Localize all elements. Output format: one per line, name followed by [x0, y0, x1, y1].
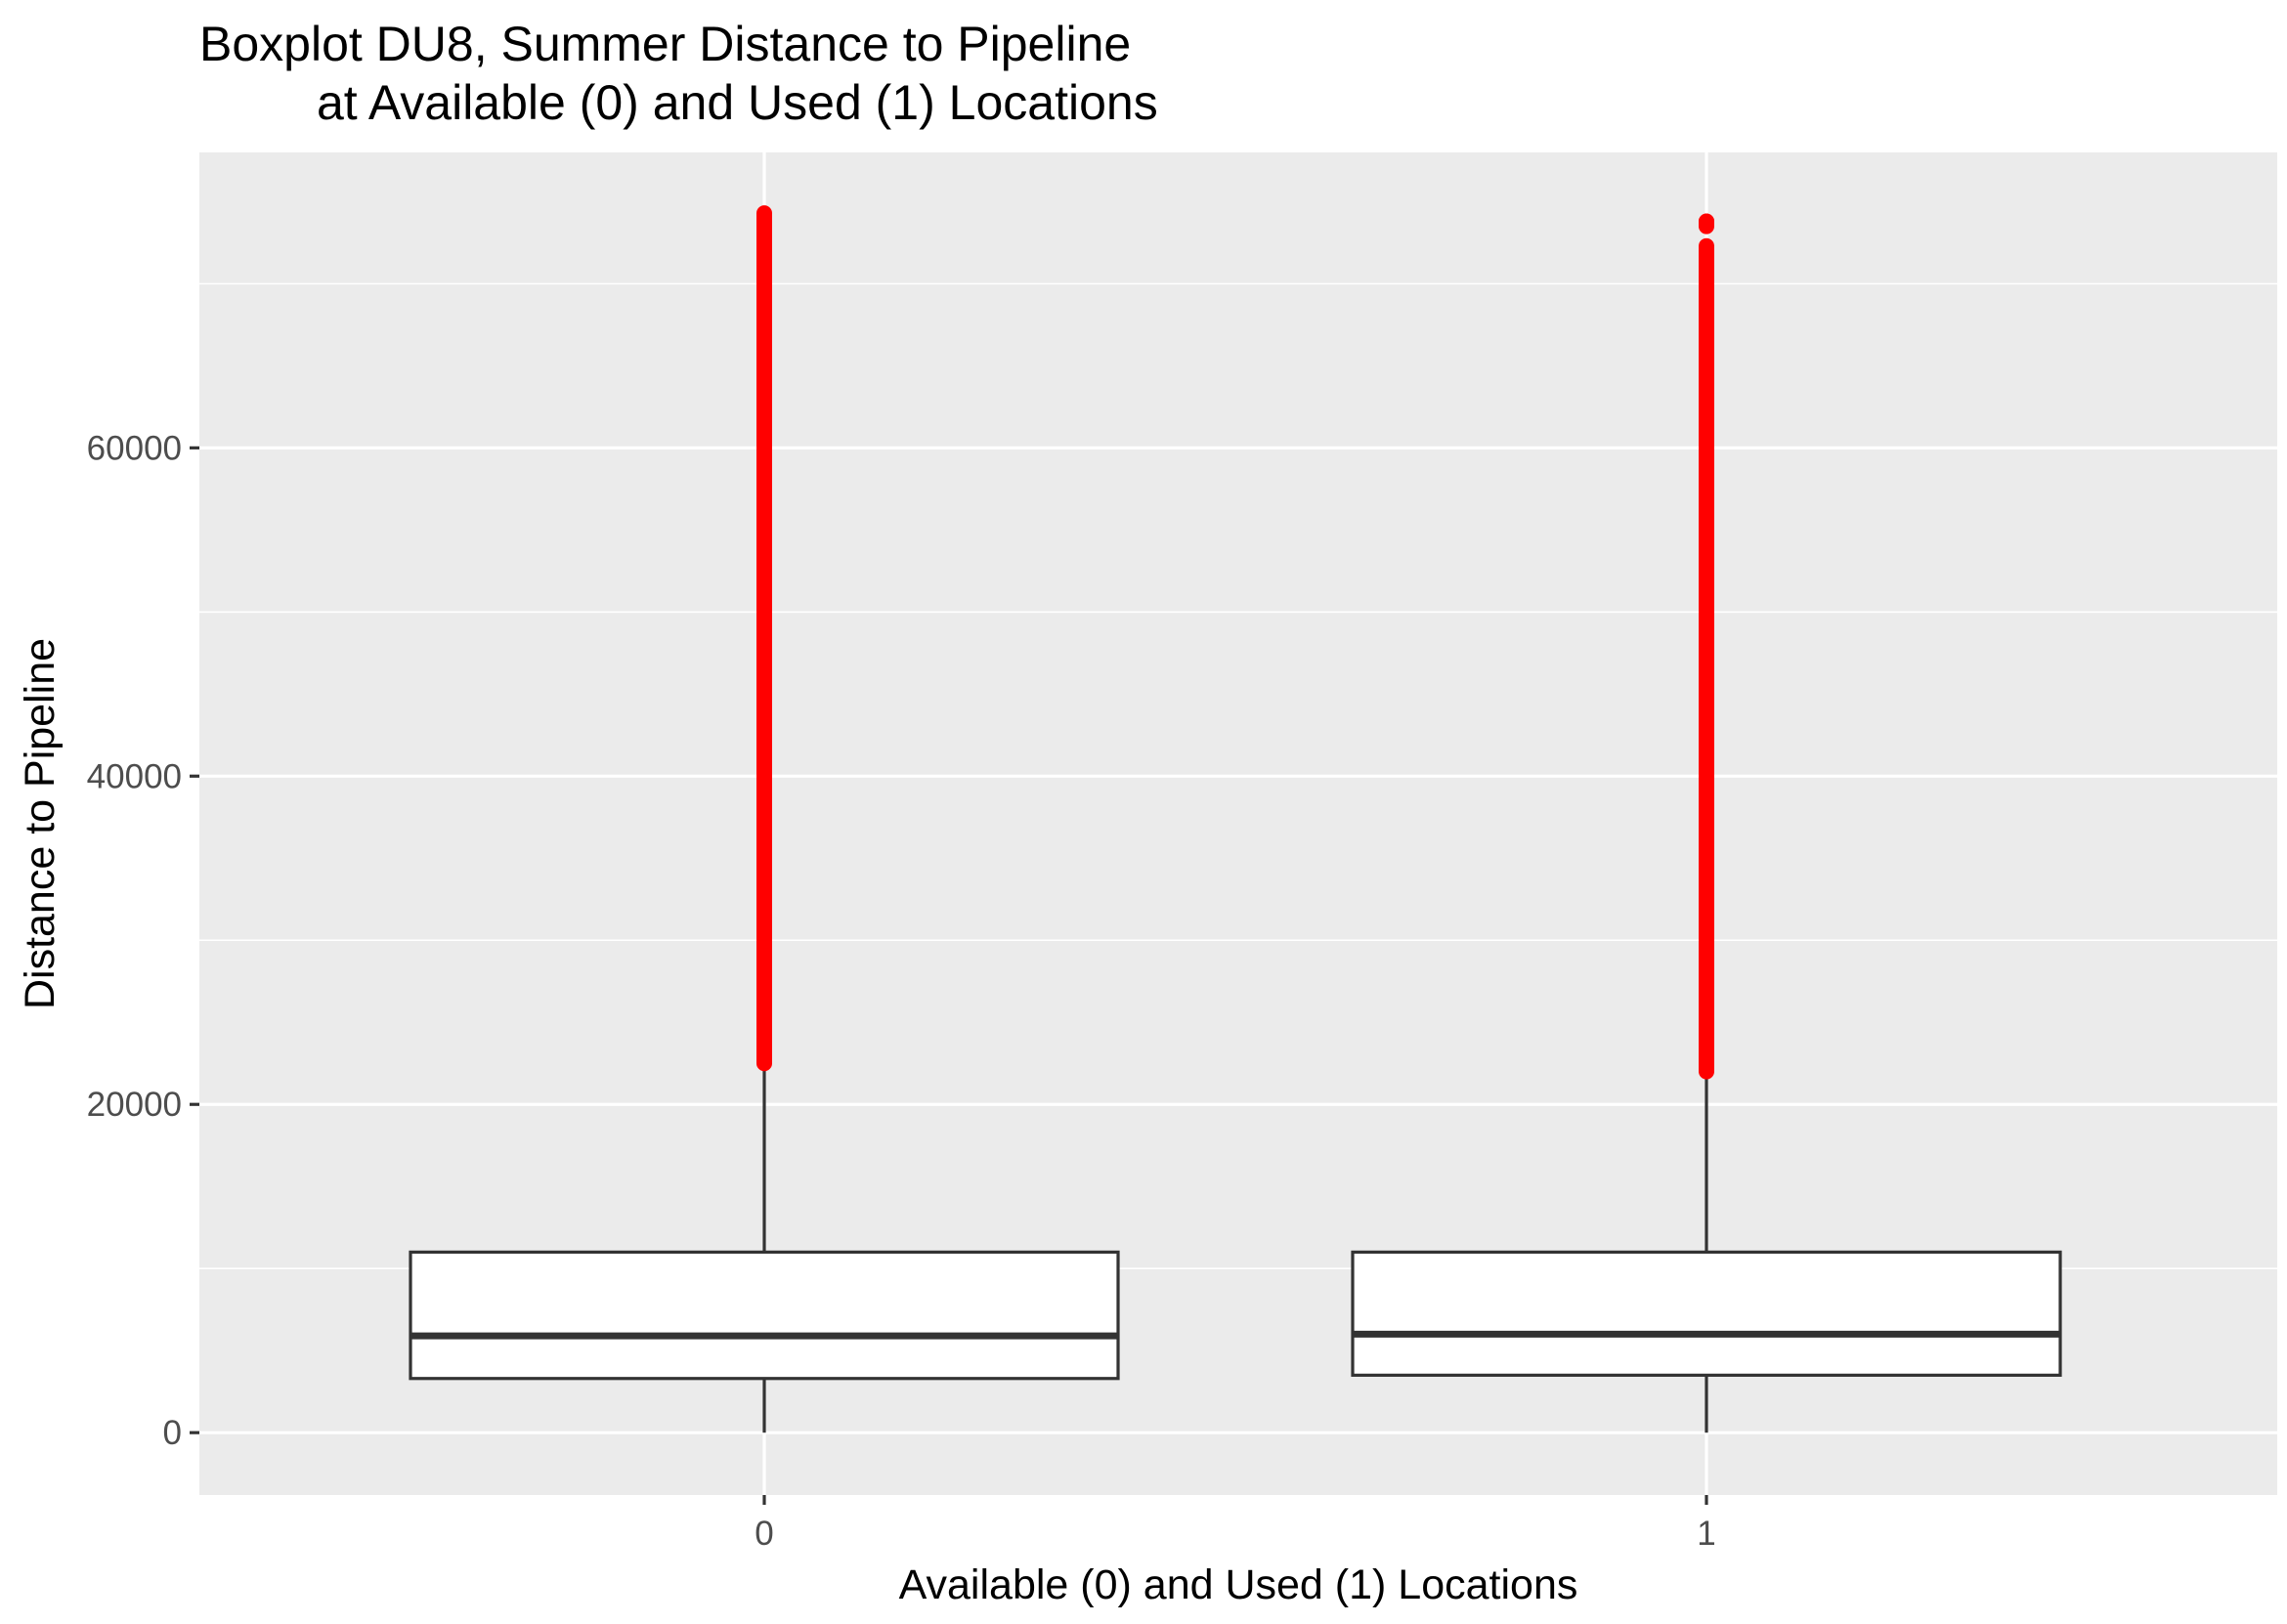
x-tick-label: 0 — [755, 1515, 773, 1553]
x-tick-label: 1 — [1697, 1515, 1715, 1553]
box-iqr — [409, 1250, 1120, 1381]
chart-subtitle: at Available (0) and Used (1) Locations — [317, 75, 1158, 130]
y-tick-label: 40000 — [87, 757, 182, 795]
box-iqr — [1351, 1250, 2062, 1377]
y-tick-label: 60000 — [87, 429, 182, 467]
boxes-layer — [409, 205, 2062, 1433]
x-axis-title: Available (0) and Used (1) Locations — [899, 1561, 1578, 1608]
box-group-0 — [409, 205, 1120, 1433]
chart-title: Boxplot DU8, Summer Distance to Pipeline — [199, 17, 1131, 71]
y-tick-label: 0 — [163, 1414, 182, 1452]
box-group-1 — [1351, 213, 2062, 1433]
y-axis-title: Distance to Pipeline — [17, 638, 64, 1009]
y-tick-label: 20000 — [87, 1086, 182, 1124]
y-axis: 0 20000 40000 60000 — [87, 429, 199, 1452]
outlier-point — [1699, 213, 1714, 230]
